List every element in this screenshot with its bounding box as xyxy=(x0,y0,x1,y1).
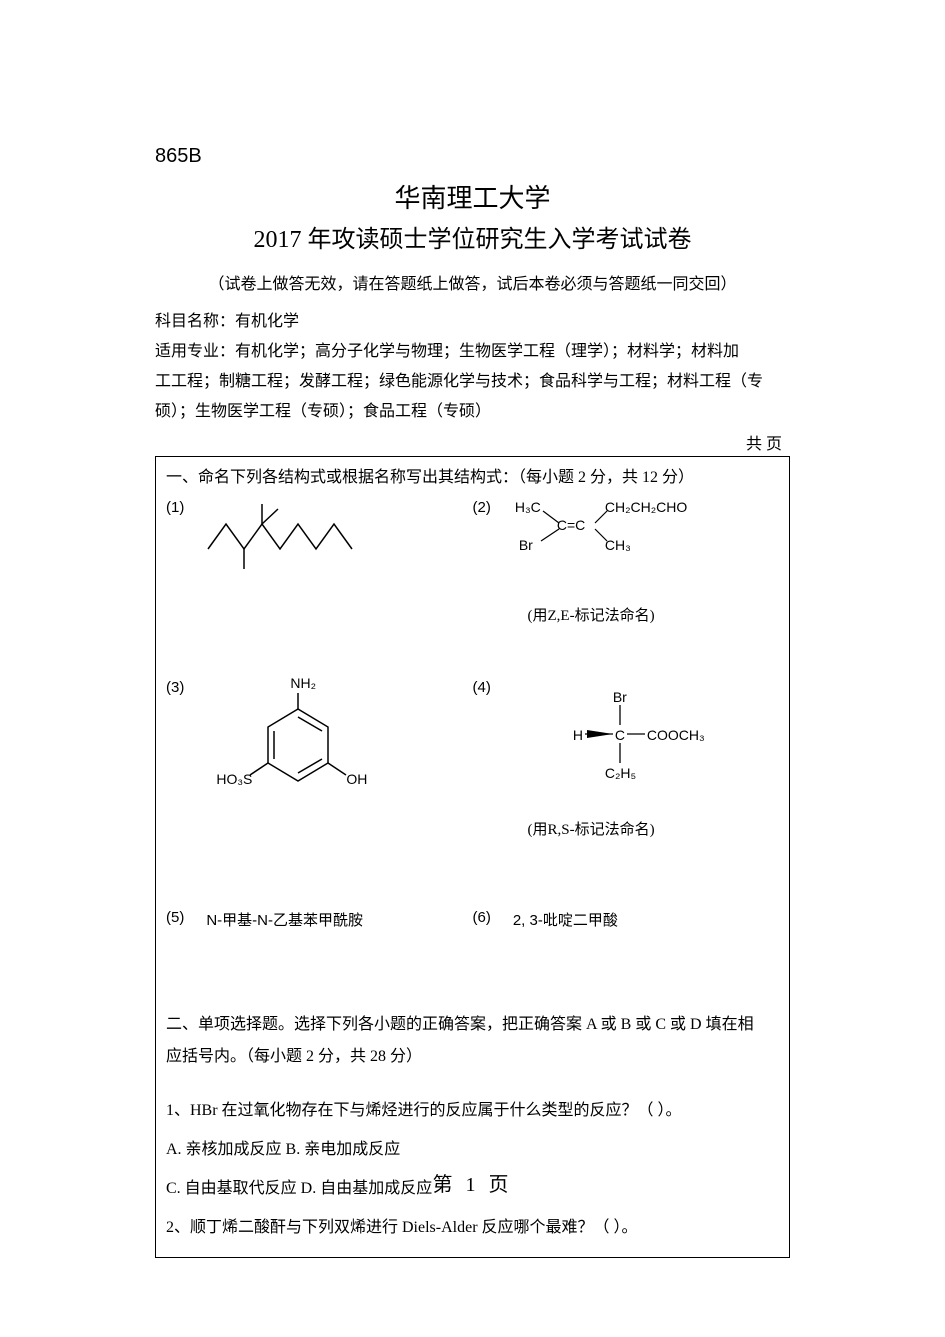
exam-title: 2017 年攻读硕士学位研究生入学考试试卷 xyxy=(155,219,790,254)
section2-title-line2: 应括号内。（每小题 2 分，共 28 分） xyxy=(166,1041,779,1073)
p3-nh2: NH₂ xyxy=(290,675,316,691)
page-footer: 第 1 页 xyxy=(0,1168,945,1197)
major-line-2: 工工程；制糖工程；发酵工程；绿色能源化学与技术；食品科学与工程；材料工程（专 xyxy=(155,370,790,394)
subject-label: 科目名称： xyxy=(155,313,235,330)
problem-6-label: (6) xyxy=(473,909,491,926)
structure-1-svg xyxy=(198,499,378,569)
problem-5-text: N-甲基-N-乙基苯甲酰胺 xyxy=(206,912,363,929)
question-1-options-1: A. 亲核加成反应 B. 亲电加成反应 xyxy=(166,1132,779,1167)
university-title: 华南理工大学 xyxy=(155,178,790,215)
p4-bonds-svg xyxy=(555,689,735,799)
instruction-text: （试卷上做答无效，请在答题纸上做答，试后本卷必须与答题纸一同交回） xyxy=(155,270,790,294)
page-count-label: 共 页 xyxy=(155,430,790,454)
page-container: 865B 华南理工大学 2017 年攻读硕士学位研究生入学考试试卷 （试卷上做答… xyxy=(0,0,945,1337)
problems-row-2: (3) xyxy=(166,679,779,869)
problem-2-label: (2) xyxy=(473,499,491,516)
problem-3: (3) xyxy=(166,679,473,869)
problem-4-label: (4) xyxy=(473,679,491,696)
problem-2: (2) H₃C Br C=C CH₂CH₂CHO CH₃ xyxy=(473,499,780,639)
section1-title: 一、命名下列各结构式或根据名称写出其结构式：（每小题 2 分，共 12 分） xyxy=(166,465,779,491)
problem-3-label: (3) xyxy=(166,679,184,696)
problem-6-text: 2, 3-吡啶二甲酸 xyxy=(513,912,618,929)
problem-1-label: (1) xyxy=(166,499,184,516)
p3-oh: OH xyxy=(346,771,367,787)
subject-name: 有机化学 xyxy=(235,313,299,330)
problem-5: (5) N-甲基-N-乙基苯甲酰胺 xyxy=(166,909,473,949)
subject-line: 科目名称：有机化学 xyxy=(155,310,790,334)
section2-title: 二、单项选择题。选择下列各小题的正确答案，把正确答案 A 或 B 或 C 或 D… xyxy=(166,1009,779,1073)
p2-bonds-svg xyxy=(515,499,715,559)
question-1: 1、HBr 在过氧化物存在下与烯烃进行的反应属于什么类型的反应？（ ）。 xyxy=(166,1093,779,1128)
p3-ho3s: HO₃S xyxy=(216,771,252,787)
problem-6: (6) 2, 3-吡啶二甲酸 xyxy=(473,909,780,949)
major-line-1: 适用专业：有机化学；高分子化学与物理；生物医学工程（理学）；材料学；材料加 xyxy=(155,340,790,364)
problem-1: (1) xyxy=(166,499,473,639)
problem-5-label: (5) xyxy=(166,909,184,926)
p4-note: (用R,S-标记法命名) xyxy=(528,818,780,839)
major-line-3: 硕）；生物医学工程（专硕）；食品工程（专硕） xyxy=(155,400,790,424)
p3-benzene-svg xyxy=(218,679,398,819)
section2-title-line1: 二、单项选择题。选择下列各小题的正确答案，把正确答案 A 或 B 或 C 或 D… xyxy=(166,1009,779,1041)
problem-4: (4) Br H C COOCH₃ C₂H₅ xyxy=(473,679,780,869)
question-2: 2、顺丁烯二酸酐与下列双烯进行 Diels-Alder 反应哪个最难？（ ）。 xyxy=(166,1210,779,1245)
content-box: 一、命名下列各结构式或根据名称写出其结构式：（每小题 2 分，共 12 分） (… xyxy=(155,456,790,1258)
p2-note: (用Z,E-标记法命名) xyxy=(528,604,780,625)
doc-code: 865B xyxy=(155,145,790,168)
problems-row-3: (5) N-甲基-N-乙基苯甲酰胺 (6) 2, 3-吡啶二甲酸 xyxy=(166,909,779,949)
problems-row-1: (1) (2) H₃C Br C=C xyxy=(166,499,779,639)
